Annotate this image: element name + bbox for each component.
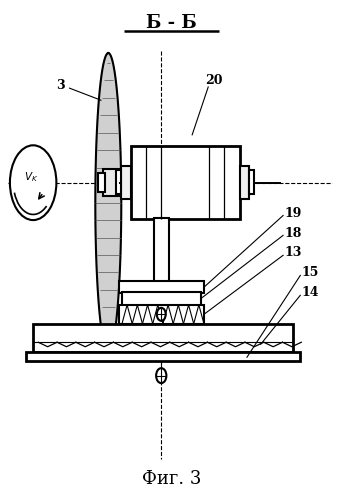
Bar (98, 173, 105, 192)
Text: Б - Б: Б - Б (146, 14, 197, 32)
Bar (119, 281, 204, 293)
Ellipse shape (10, 146, 56, 220)
Bar (121, 166, 130, 198)
Text: 14: 14 (302, 286, 319, 300)
Bar (116, 170, 121, 194)
Bar (122, 292, 201, 306)
Bar (249, 170, 254, 194)
Bar (26, 352, 299, 360)
Text: 19: 19 (285, 206, 302, 220)
Text: Фиг. 3: Фиг. 3 (142, 470, 201, 488)
Circle shape (156, 368, 166, 383)
Bar (130, 146, 240, 218)
Polygon shape (95, 53, 121, 352)
Bar (33, 324, 293, 352)
Circle shape (157, 308, 166, 321)
Text: 20: 20 (205, 74, 223, 87)
Text: 3: 3 (56, 79, 65, 92)
Text: 13: 13 (285, 246, 302, 260)
Text: 15: 15 (302, 266, 319, 280)
Bar (154, 218, 169, 282)
Bar (119, 305, 204, 324)
Text: $V_K$: $V_K$ (24, 170, 39, 183)
Text: 18: 18 (285, 226, 302, 239)
Bar (103, 168, 120, 196)
Bar (240, 166, 249, 198)
